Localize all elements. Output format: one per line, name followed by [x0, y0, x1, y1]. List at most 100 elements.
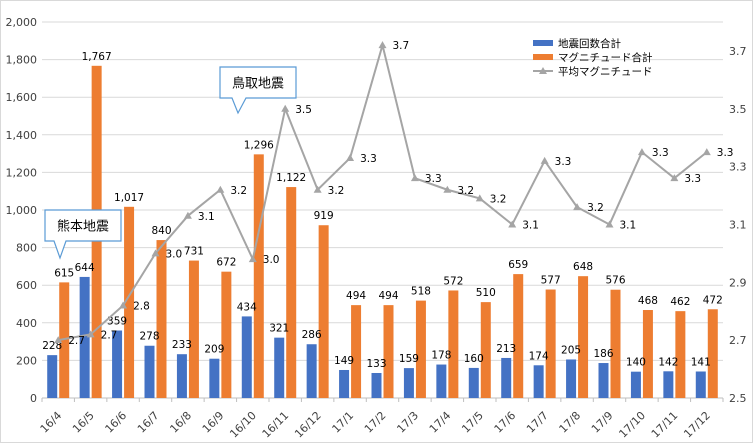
data-label-magnitude-sum: 672: [216, 257, 236, 269]
bar-magnitude-sum: [156, 240, 167, 398]
data-label-avg-magnitude: 3.2: [328, 185, 345, 197]
data-label-quake-count: 434: [237, 301, 257, 313]
x-tick-label: 17/5: [459, 409, 486, 436]
data-label-avg-magnitude: 3.1: [620, 219, 637, 231]
data-label-quake-count: 213: [496, 343, 516, 355]
bar-quake-count: [79, 276, 90, 398]
bar-quake-count: [47, 355, 58, 398]
y-right-tick-label: 2.7: [729, 334, 747, 347]
data-label-avg-magnitude: 3.5: [295, 104, 312, 116]
y-left-tick-label: 600: [16, 279, 37, 292]
data-label-quake-count: 133: [366, 358, 386, 370]
data-label-magnitude-sum: 518: [411, 286, 431, 298]
legend-marker: [539, 67, 547, 74]
bar-magnitude-sum: [545, 289, 556, 398]
bar-quake-count: [339, 369, 350, 398]
bar-quake-count: [468, 367, 479, 398]
y-left-tick-label: 1,400: [6, 129, 38, 142]
bar-magnitude-sum: [188, 260, 199, 398]
data-label-avg-magnitude: 3.2: [457, 185, 474, 197]
x-tick-label: 17/3: [394, 409, 421, 436]
x-tick-label: 16/8: [167, 409, 194, 436]
data-label-avg-magnitude: 3.3: [717, 147, 734, 159]
line-marker: [86, 330, 95, 338]
y-left-tick-label: 1,200: [6, 166, 38, 179]
y-left-tick-label: 400: [16, 317, 37, 330]
data-label-magnitude-sum: 648: [573, 261, 593, 273]
callout-box: [44, 209, 122, 260]
bar-magnitude-sum: [480, 302, 491, 398]
line-marker: [508, 220, 517, 228]
x-tick-label: 17/10: [616, 409, 648, 441]
data-label-avg-magnitude: 3.3: [652, 147, 669, 159]
data-label-avg-magnitude: 3.3: [555, 156, 572, 168]
y-left-tick-label: 1,600: [6, 91, 38, 104]
bar-magnitude-sum: [383, 305, 394, 398]
data-label-magnitude-sum: 1,122: [276, 172, 306, 184]
data-label-quake-count: 178: [431, 350, 451, 362]
y-right-tick-label: 3.5: [729, 103, 747, 116]
bar-magnitude-sum: [253, 154, 264, 398]
bar-quake-count: [371, 372, 382, 398]
data-label-magnitude-sum: 659: [508, 259, 528, 271]
bar-quake-count: [663, 371, 674, 398]
x-tick-label: 16/6: [103, 409, 130, 436]
x-tick-label: 17/6: [492, 409, 519, 436]
line-marker: [151, 249, 160, 257]
bar-magnitude-sum: [610, 289, 621, 398]
line-marker: [183, 211, 192, 219]
y-left-tick-label: 1,800: [6, 54, 38, 67]
data-label-magnitude-sum: 577: [541, 275, 561, 287]
y-left-tick-label: 800: [16, 242, 37, 255]
x-tick-label: 17/9: [589, 409, 616, 436]
data-label-quake-count: 186: [593, 348, 613, 360]
data-label-avg-magnitude: 3.0: [166, 248, 183, 260]
data-label-magnitude-sum: 731: [184, 246, 204, 258]
y-right-tick-label: 3.7: [729, 45, 747, 58]
data-label-magnitude-sum: 468: [638, 295, 658, 307]
callout-text: 熊本地震: [57, 219, 109, 235]
bar-quake-count: [112, 330, 123, 398]
data-label-magnitude-sum: 615: [54, 267, 74, 279]
line-marker: [443, 185, 452, 193]
data-label-quake-count: 205: [561, 344, 581, 356]
data-label-avg-magnitude: 2.7: [68, 335, 85, 347]
legend-swatch: [533, 54, 553, 60]
bar-magnitude-sum: [513, 274, 524, 398]
callout-text: 鳥取地震: [232, 77, 284, 92]
bar-magnitude-sum: [124, 206, 135, 398]
bar-quake-count: [566, 359, 577, 398]
bar-magnitude-sum: [675, 311, 686, 398]
bar-quake-count: [695, 371, 706, 398]
x-tick-label: 17/12: [681, 409, 713, 441]
bar-magnitude-sum: [59, 282, 70, 398]
legend-label: 地震回数合計: [558, 37, 621, 50]
x-tick-label: 16/12: [292, 409, 324, 441]
callout-box: [219, 66, 297, 115]
x-tick-label: 16/9: [200, 409, 227, 436]
bar-quake-count: [501, 357, 512, 398]
data-label-magnitude-sum: 919: [314, 210, 334, 222]
x-tick-label: 17/2: [362, 409, 389, 436]
y-left-tick-label: 200: [16, 354, 37, 367]
data-label-magnitude-sum: 572: [443, 275, 463, 287]
line-marker: [540, 156, 549, 164]
y-right-tick-label: 3.3: [729, 161, 747, 174]
y-left-tick-label: 0: [30, 392, 37, 405]
line-marker: [54, 336, 63, 344]
x-tick-label: 16/5: [70, 409, 97, 436]
bar-magnitude-sum: [221, 271, 232, 398]
line-marker: [378, 41, 387, 49]
bar-quake-count: [274, 337, 285, 398]
data-label-magnitude-sum: 510: [476, 287, 496, 299]
data-label-avg-magnitude: 3.3: [684, 173, 701, 185]
bar-quake-count: [241, 316, 252, 398]
bar-quake-count: [209, 358, 220, 398]
x-tick-label: 17/7: [524, 409, 551, 436]
data-label-quake-count: 359: [107, 316, 127, 328]
bar-magnitude-sum: [642, 310, 653, 398]
x-tick-label: 16/7: [135, 409, 162, 436]
line-marker: [605, 220, 614, 228]
